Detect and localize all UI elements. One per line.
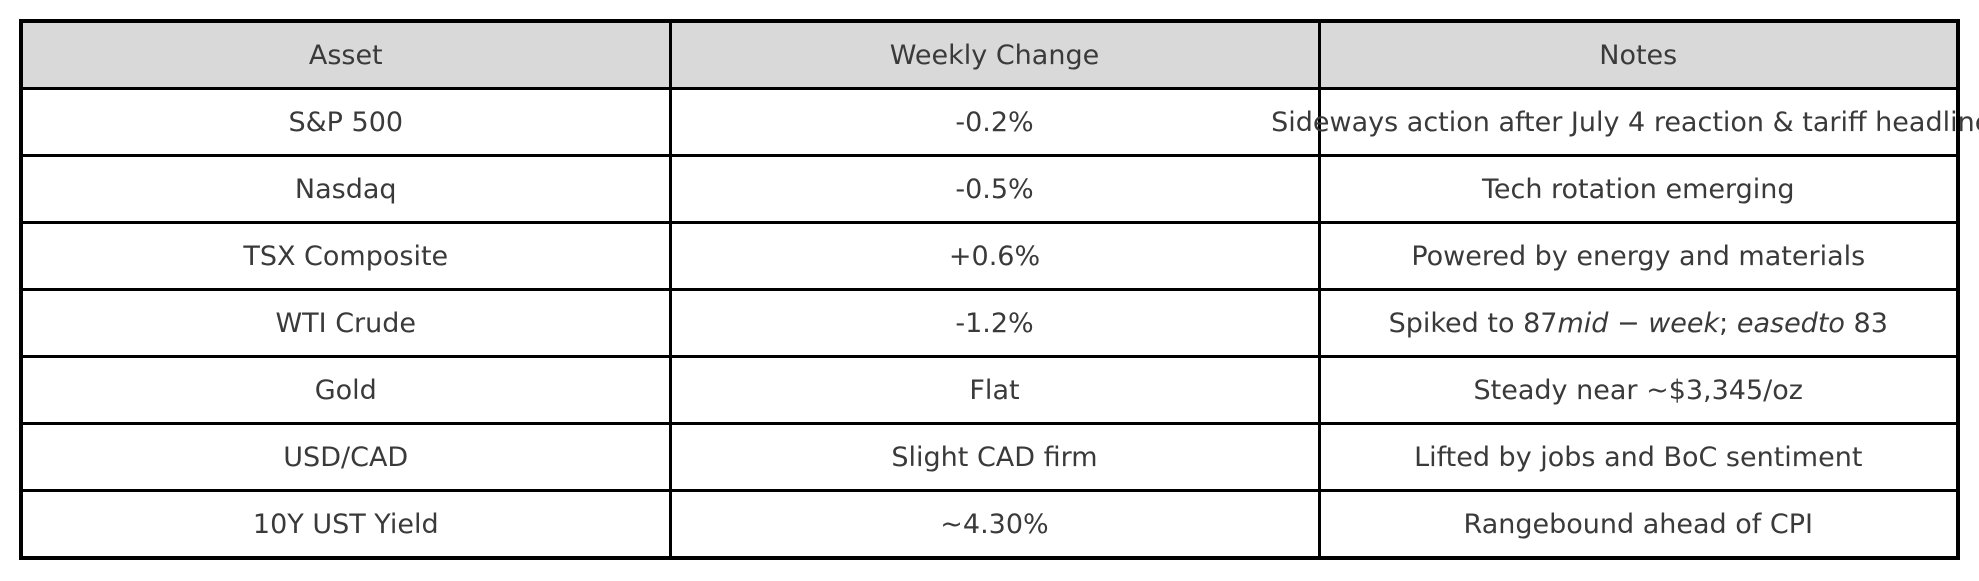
change-value: ~4.30% [940,508,1049,540]
cell-note: Tech rotation emerging [1317,154,1960,224]
note-text: Rangebound ahead of CPI [1463,508,1813,540]
col-header-asset-label: Asset [308,39,383,71]
cell-change: +0.6% [668,221,1321,291]
note-text: Sideways action after July 4 reaction & … [1271,106,1979,138]
change-value: -0.2% [955,106,1034,138]
asset-label: Gold [314,374,377,406]
note-overflow-wrapper: Sideways action after July 4 reaction & … [1271,107,1979,138]
note-part-italic: mid [1557,307,1609,339]
cell-change: Flat [668,355,1321,425]
note-part-italic: week [1648,307,1720,339]
cell-asset: TSX Composite [19,221,672,291]
change-value: Slight CAD firm [891,441,1098,473]
asset-label: WTI Crude [275,307,417,339]
col-header-notes: Notes [1317,19,1960,90]
col-header-notes-label: Notes [1599,39,1678,71]
note-text: Lifted by jobs and BoC sentiment [1414,441,1863,473]
asset-label: TSX Composite [243,240,449,272]
table-row-wti: WTI Crude -1.2% Spiked to 87mid − week; … [19,288,1960,358]
asset-label: USD/CAD [283,441,409,473]
cell-asset: Gold [19,355,672,425]
col-header-asset: Asset [19,19,672,90]
note-part-regular: ; [1719,307,1737,339]
note-mathtext-wrapper: Spiked to 87mid − week; easedto 83 [1321,308,1957,339]
change-value: -1.2% [955,307,1034,339]
table-row-usdcad: USD/CAD Slight CAD firm Lifted by jobs a… [19,422,1960,492]
cell-asset: S&P 500 [19,87,672,157]
asset-label: Nasdaq [294,173,397,205]
table-row-gold: Gold Flat Steady near ~$3,345/oz [19,355,1960,425]
change-value: Flat [969,374,1020,406]
table-row-sp500: S&P 500 -0.2% Sideways action after July… [19,87,1979,157]
cell-asset: 10Y UST Yield [19,489,672,560]
cell-change: ~4.30% [668,489,1321,560]
note-part-regular: Spiked to 87 [1388,307,1558,339]
cell-change: -1.2% [668,288,1321,358]
table-row-10y-ust: 10Y UST Yield ~4.30% Rangebound ahead of… [19,489,1960,560]
note-text-rich: Spiked to 87mid − week; easedto 83 [1389,308,1888,339]
cell-asset: WTI Crude [19,288,672,358]
weekly-market-table: Asset Weekly Change Notes S&P 500 -0.2% … [19,19,1979,560]
cell-note: Spiked to 87mid − week; easedto 83 [1317,288,1960,358]
note-text: Powered by energy and materials [1411,240,1866,272]
cell-note: Steady near ~$3,345/oz [1317,355,1960,425]
col-header-weekly-change-label: Weekly Change [889,39,1100,71]
note-part-regular: 83 [1844,307,1888,339]
note-part-italic: easedto [1736,307,1845,339]
cell-note: Sideways action after July 4 reaction & … [1271,87,1979,157]
cell-change: -0.5% [668,154,1321,224]
change-value: -0.5% [955,173,1034,205]
header-row: Asset Weekly Change Notes [19,19,1960,90]
note-text: Steady near ~$3,345/oz [1473,374,1803,406]
change-value: +0.6% [948,240,1041,272]
col-header-weekly-change: Weekly Change [668,19,1321,90]
table-row-tsx: TSX Composite +0.6% Powered by energy an… [19,221,1960,291]
cell-note: Rangebound ahead of CPI [1317,489,1960,560]
asset-label: S&P 500 [288,106,404,138]
cell-note: Lifted by jobs and BoC sentiment [1317,422,1960,492]
asset-label: 10Y UST Yield [252,508,439,540]
cell-asset: USD/CAD [19,422,672,492]
table-row-nasdaq: Nasdaq -0.5% Tech rotation emerging [19,154,1960,224]
cell-change: -0.2% [668,87,1321,157]
cell-asset: Nasdaq [19,154,672,224]
note-text: Tech rotation emerging [1481,173,1795,205]
cell-change: Slight CAD firm [668,422,1321,492]
note-part-regular: − [1608,307,1649,339]
cell-note: Powered by energy and materials [1317,221,1960,291]
